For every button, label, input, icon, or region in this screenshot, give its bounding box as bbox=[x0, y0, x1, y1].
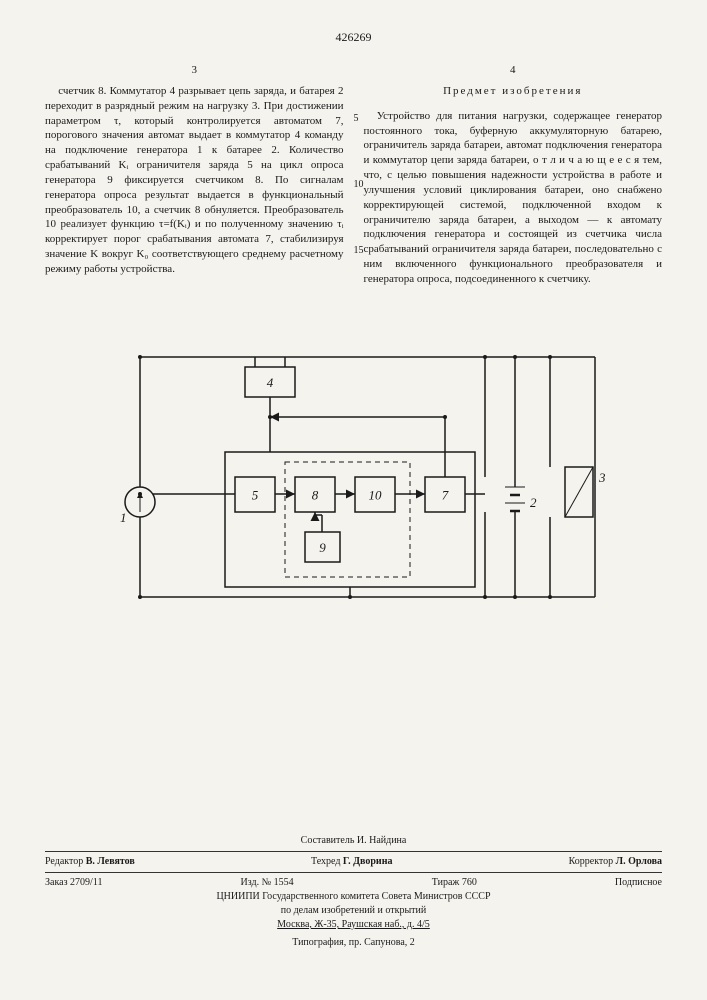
svg-text:9: 9 bbox=[319, 540, 326, 555]
corrector: Корректор Л. Орлова bbox=[569, 855, 662, 869]
svg-text:2: 2 bbox=[530, 495, 537, 510]
svg-text:7: 7 bbox=[442, 487, 449, 502]
subscription: Подписное bbox=[615, 876, 662, 890]
order: Заказ 2709/11 bbox=[45, 876, 102, 890]
print-row: Заказ 2709/11 Изд. № 1554 Тираж 760 Подп… bbox=[45, 872, 662, 890]
patent-number: 426269 bbox=[45, 30, 662, 45]
svg-text:10: 10 bbox=[369, 487, 383, 502]
right-column: 4 Предмет изобретения Устройство для пит… bbox=[364, 63, 663, 287]
left-col-text: счетчик 8. Коммутатор 4 разрывает цепь з… bbox=[45, 84, 344, 277]
left-col-number: 3 bbox=[45, 63, 344, 78]
subject-title: Предмет изобретения bbox=[364, 84, 663, 99]
staff-row: Редактор В. Левятов Техред Г. Дворина Ко… bbox=[45, 851, 662, 869]
org-line-1: ЦНИИПИ Государственного комитета Совета … bbox=[45, 890, 662, 904]
address-2: Типография, пр. Сапунова, 2 bbox=[45, 936, 662, 950]
line-marker: 15 bbox=[354, 246, 364, 256]
diagram-area: 1 4 5 8 10 7 9 2 3 bbox=[45, 317, 662, 667]
address-1: Москва, Ж-35, Раушская наб., д. 4/5 bbox=[45, 918, 662, 932]
line-marker: 5 bbox=[354, 114, 359, 124]
circulation: Тираж 760 bbox=[432, 876, 477, 890]
line-marker: 10 bbox=[354, 180, 364, 190]
left-column: 3 счетчик 8. Коммутатор 4 разрывает цепь… bbox=[45, 63, 344, 287]
svg-text:8: 8 bbox=[312, 487, 319, 502]
circuit-diagram: 1 4 5 8 10 7 9 2 3 bbox=[105, 337, 605, 617]
edition: Изд. № 1554 bbox=[241, 876, 294, 890]
svg-text:1: 1 bbox=[120, 510, 127, 525]
footer-block: Составитель И. Найдина Редактор В. Левят… bbox=[45, 834, 662, 950]
techred: Техред Г. Дворина bbox=[311, 855, 392, 869]
right-col-number: 4 bbox=[364, 63, 663, 78]
svg-text:3: 3 bbox=[598, 470, 605, 485]
editor: Редактор В. Левятов bbox=[45, 855, 135, 869]
compiler-line: Составитель И. Найдина bbox=[45, 834, 662, 848]
svg-text:4: 4 bbox=[267, 375, 274, 390]
right-col-text: Устройство для питания нагрузки, содержа… bbox=[364, 109, 663, 287]
org-line-2: по делам изобретений и открытий bbox=[45, 904, 662, 918]
svg-text:5: 5 bbox=[252, 487, 259, 502]
